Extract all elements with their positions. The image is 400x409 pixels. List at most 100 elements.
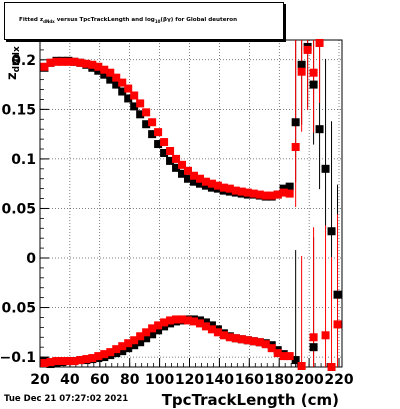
data-point (237, 187, 246, 196)
data-point (142, 328, 151, 337)
data-point (136, 338, 145, 347)
data-point (333, 290, 342, 299)
data-point (112, 73, 121, 82)
data-point (46, 58, 55, 67)
data-point (261, 191, 270, 200)
y-tick-label: −0.05 (0, 301, 36, 317)
data-point (46, 358, 55, 367)
y-axis-label-main: z (5, 72, 20, 80)
data-point (154, 321, 163, 330)
data-point (309, 80, 318, 89)
data-point (231, 334, 240, 343)
data-point (94, 352, 103, 361)
data-point (112, 80, 121, 89)
data-point (118, 342, 127, 351)
data-point (184, 174, 193, 183)
data-point (315, 38, 324, 47)
data-point (130, 102, 139, 111)
data-point (225, 184, 234, 193)
y-tick-label: 0 (26, 251, 36, 267)
data-point (189, 177, 198, 186)
series-1 (40, 38, 342, 371)
y-tick-label: 0.1 (11, 152, 36, 168)
x-tick-label: 40 (60, 372, 80, 388)
data-point (112, 345, 121, 354)
data-point (303, 45, 312, 54)
data-point (184, 316, 193, 325)
data-point (136, 332, 145, 341)
data-point (333, 320, 342, 329)
data-point (285, 189, 294, 198)
data-point (195, 179, 204, 188)
data-point (267, 344, 276, 353)
data-point (285, 352, 294, 361)
data-point (213, 328, 222, 337)
data-point (52, 357, 61, 366)
data-point (279, 352, 288, 361)
data-point (88, 60, 97, 69)
data-series (40, 38, 342, 371)
y-tick-label: 0.15 (1, 102, 36, 118)
data-point (285, 182, 294, 191)
data-point (124, 84, 133, 93)
data-point (267, 191, 276, 200)
data-point (189, 171, 198, 180)
data-point (142, 120, 151, 129)
plot-frame (39, 39, 343, 368)
data-point (142, 108, 151, 117)
data-point (118, 347, 127, 356)
data-point (118, 78, 127, 87)
data-point (154, 326, 163, 335)
data-point (273, 349, 282, 358)
data-point (52, 57, 61, 66)
data-point (124, 94, 133, 103)
data-point (219, 331, 228, 340)
data-point (160, 318, 169, 327)
data-point (309, 68, 318, 77)
data-point (291, 118, 300, 127)
data-point (148, 118, 157, 127)
data-point (100, 65, 109, 74)
data-point (136, 110, 145, 119)
data-point (297, 67, 306, 76)
data-point (76, 356, 85, 365)
data-point (321, 331, 330, 340)
data-point (64, 57, 73, 66)
data-point (309, 343, 318, 352)
data-point (249, 337, 258, 346)
data-point (136, 99, 145, 108)
data-point (106, 68, 115, 77)
y-tick-label: −0.1 (0, 350, 36, 366)
data-point (273, 190, 282, 199)
data-point (100, 350, 109, 359)
data-point (237, 335, 246, 344)
y-axis-label-sub: dNdx (12, 46, 22, 72)
data-point (201, 177, 210, 186)
data-point (207, 179, 216, 188)
x-tick-label: 60 (90, 372, 110, 388)
data-point (327, 363, 336, 371)
chart-title-box: Fitted zdNdx versus TpcTrackLength and l… (4, 2, 284, 40)
data-point (321, 164, 330, 173)
data-point (255, 338, 264, 347)
data-point (261, 340, 270, 349)
data-point (58, 357, 67, 366)
x-tick-label: 140 (205, 372, 234, 388)
data-point (184, 166, 193, 175)
data-point (297, 362, 306, 371)
data-point (189, 317, 198, 326)
data-point (130, 341, 139, 350)
data-point (172, 154, 181, 163)
x-tick-label: 80 (120, 372, 140, 388)
data-point (172, 315, 181, 324)
data-point (118, 87, 127, 96)
data-point (130, 91, 139, 100)
data-point (100, 70, 109, 79)
data-point (315, 125, 324, 134)
data-point (166, 156, 175, 165)
data-point (160, 138, 169, 147)
data-point (82, 355, 91, 364)
data-point (130, 336, 139, 345)
